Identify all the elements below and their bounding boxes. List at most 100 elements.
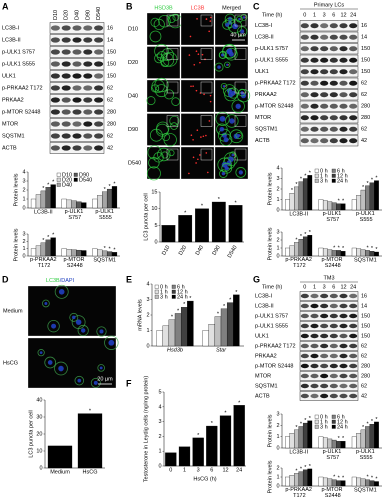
bar (327, 478, 333, 487)
inset (166, 115, 179, 127)
bar (220, 308, 228, 347)
blot-band (61, 61, 71, 67)
x-tick-label: 6 (210, 467, 213, 473)
blot-frame (299, 351, 359, 361)
bar (298, 426, 304, 449)
significance-mark: * (218, 197, 221, 203)
bar (318, 476, 324, 487)
blot-band (310, 80, 319, 86)
bar (322, 200, 328, 211)
label-line: p-ULK1 (65, 209, 84, 215)
bar (285, 476, 290, 487)
blot-band (83, 97, 93, 103)
blot-frame (299, 31, 359, 43)
blot-frame (299, 391, 359, 401)
label-line: S757 (67, 215, 81, 221)
blot-band (329, 23, 338, 29)
bar (162, 325, 170, 347)
legend-swatch (56, 172, 61, 177)
x-tick-label: p-MTOR S2448 (322, 257, 343, 269)
cell (235, 131, 243, 140)
blot-band (310, 353, 319, 359)
nucleus (235, 103, 241, 109)
molecular-weight: 14 (361, 35, 367, 41)
cell (215, 111, 230, 126)
molecular-weight: 16 (361, 23, 367, 29)
blot-row-label: p-MTOR S2448 (255, 363, 293, 369)
x-tick-label: p-ULK1 S757 (323, 211, 342, 223)
blot-row-label: MTOR (255, 373, 271, 379)
blot-band (50, 37, 60, 43)
nucleus (75, 319, 82, 325)
blot-frame (299, 77, 359, 89)
x-tick-label: LC3B-II (289, 211, 308, 217)
counterstain: /DAPI (60, 278, 75, 284)
blot-band (83, 85, 93, 91)
inset (200, 81, 213, 94)
blot-row-label: p-PRKAA2 T172 (255, 343, 296, 349)
x-tick-label: p-ULK1 S555 (356, 211, 375, 223)
blot-band (72, 145, 82, 151)
bar (97, 195, 103, 209)
inset (234, 148, 247, 161)
bar (302, 422, 308, 449)
inset (166, 14, 179, 27)
molecular-weight: 62 (361, 343, 367, 349)
y-tick-label: 2 (276, 423, 279, 429)
blot-frame (299, 361, 359, 371)
molecular-weight: 150 (107, 61, 116, 67)
legend-label: 24 h (177, 294, 188, 300)
blot-band (310, 126, 319, 132)
x-tick-label: LC3B-II (289, 449, 308, 455)
blot-band (329, 353, 338, 359)
bar (294, 186, 299, 211)
nucleus (225, 22, 229, 27)
nucleus (93, 380, 98, 385)
bar (195, 208, 209, 243)
significance-mark: * (211, 421, 214, 427)
significance-mark: * (309, 230, 312, 236)
blot-band (50, 121, 60, 127)
blot-band (349, 383, 358, 389)
significance-mark: * (371, 178, 374, 184)
bar (174, 313, 182, 347)
legend-label: 12 h (337, 419, 348, 425)
lane-label: 1 (313, 12, 316, 18)
significance-mark: * (235, 290, 238, 296)
cell (169, 115, 180, 126)
bar (356, 433, 362, 449)
blot-band (72, 61, 82, 67)
nucleus (219, 115, 226, 122)
blot-band (50, 109, 60, 115)
molecular-weight: 62 (107, 85, 113, 91)
puncta (208, 120, 211, 122)
panel-letter: E (126, 274, 132, 284)
significance-mark: * (362, 425, 365, 431)
nucleus (221, 172, 226, 176)
blot-band (349, 393, 358, 399)
blot-band (339, 373, 348, 379)
y-axis-label: Protein levels (13, 228, 19, 261)
puncta (195, 89, 198, 92)
y-axis-label: Protein levels (267, 172, 273, 205)
cell (225, 114, 239, 128)
blot-band (300, 373, 309, 379)
bar (71, 249, 77, 257)
blot-band (72, 25, 82, 31)
significance-mark: * (295, 182, 298, 188)
x-tick-label: 1 (183, 467, 186, 473)
bar (111, 252, 118, 257)
significance-mark: * (295, 237, 298, 243)
label-line: S2448 (65, 263, 82, 269)
bar (360, 249, 366, 257)
significance-mark: * (104, 187, 107, 193)
x-tick-label: SQSTM1 (93, 257, 116, 263)
blot-band (83, 145, 93, 151)
blot-row-label: PRKAA2 (255, 92, 277, 98)
significance-mark: * (366, 245, 369, 251)
bar (81, 250, 87, 257)
nucleus (58, 365, 64, 372)
label-line: p-PRKAA2 (30, 257, 57, 263)
cell (222, 19, 232, 30)
cell (224, 88, 238, 102)
